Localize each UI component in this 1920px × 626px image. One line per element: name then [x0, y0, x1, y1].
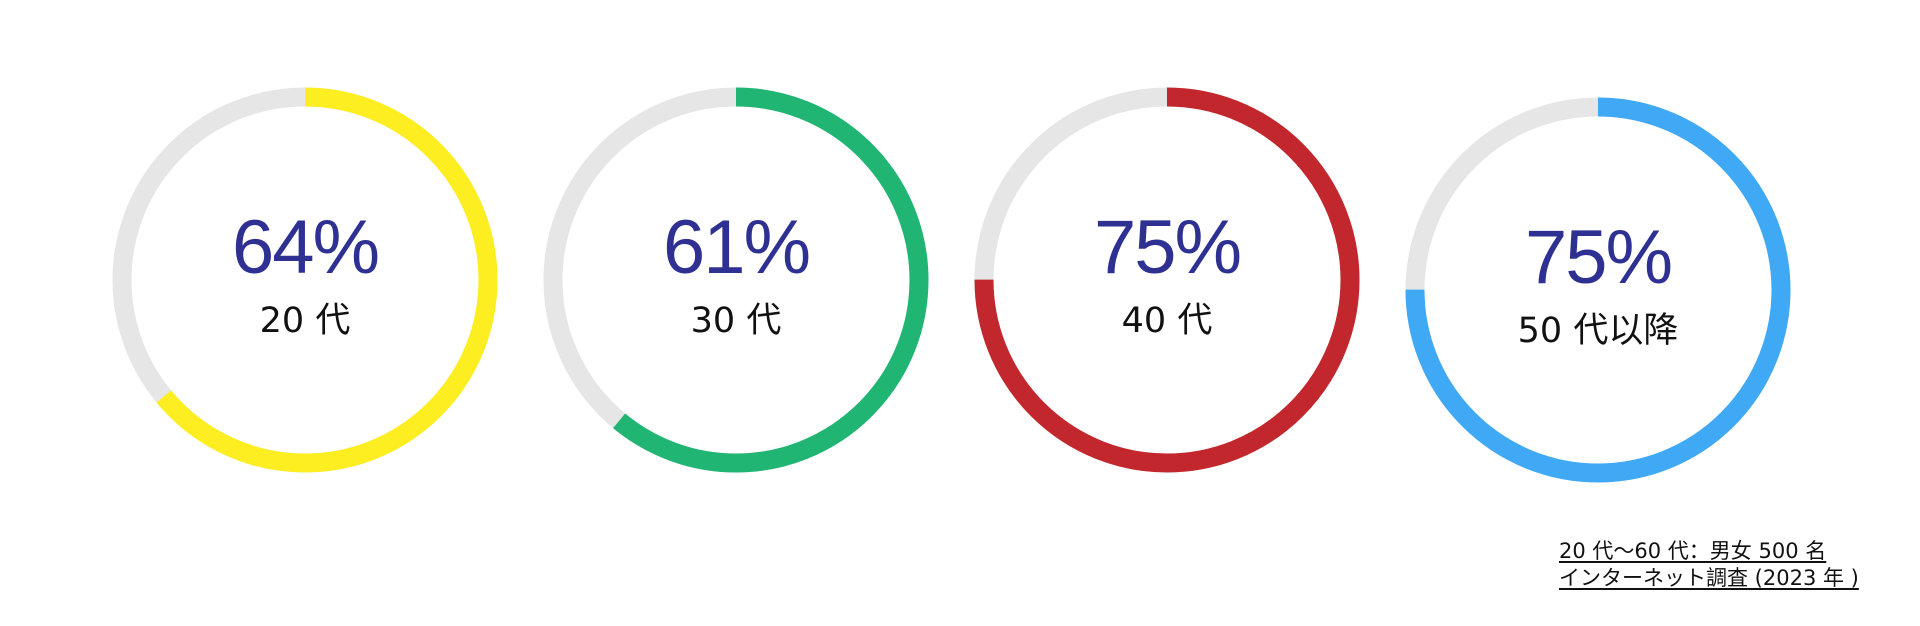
donut-40s-percent: 75% — [1093, 205, 1242, 290]
donut-value-arc — [543, 87, 929, 473]
donut-50s-plus-svg — [1405, 97, 1791, 483]
source-note: 20 代〜60 代：男女 500 名 インターネット調査 (2023 年 ) — [1559, 538, 1859, 592]
donut-value-arc — [112, 87, 498, 473]
donut-30s-percent: 61% — [662, 205, 811, 290]
donut-40s-label: 40 代 — [1121, 301, 1213, 341]
donut-30s: 61% 30 代 — [536, 80, 936, 480]
source-note-line2: インターネット調査 (2023 年 ) — [1559, 566, 1859, 590]
donut-20s-percent: 64% — [231, 205, 380, 290]
donut-50s-plus-percent: 75% — [1524, 215, 1673, 300]
donut-20s-label: 20 代 — [259, 301, 351, 341]
donut-value-arc — [1405, 97, 1791, 483]
donut-20s: 64% 20 代 — [105, 80, 505, 480]
donut-30s-svg — [543, 87, 929, 473]
donut-50s-plus: 75% 50 代以降 — [1398, 90, 1798, 490]
donut-40s-svg — [974, 87, 1360, 473]
source-note-line1: 20 代〜60 代：男女 500 名 — [1559, 539, 1827, 563]
donut-50s-plus-label: 50 代以降 — [1517, 311, 1679, 351]
donut-40s: 75% 40 代 — [967, 80, 1367, 480]
donut-30s-label: 30 代 — [690, 301, 782, 341]
donut-value-arc — [974, 87, 1360, 473]
donut-20s-svg — [112, 87, 498, 473]
